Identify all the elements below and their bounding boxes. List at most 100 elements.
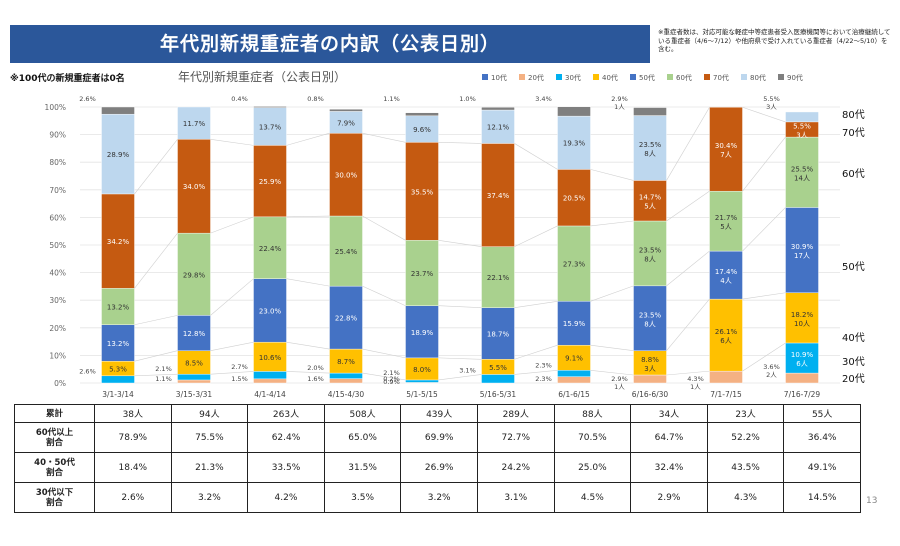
series-connector [362,132,406,143]
legend-swatch [519,74,525,80]
callout-label: 0.8% [307,95,324,103]
x-tick-label: 5/16-5/31 [480,390,517,399]
series-connector [438,374,482,381]
callout-label: 2.6% [79,367,96,375]
legend-label: 70代 [713,73,729,82]
series-connector [742,207,786,252]
data-label: 29.8% [183,271,206,279]
series-connector [438,357,482,360]
bar-segment-60代 [405,240,439,306]
table-cell: 2.9% [630,482,708,513]
series-connector [134,232,178,289]
data-label: 30.0% [335,172,358,180]
data-label: 19.3% [563,140,586,148]
callout-label: 1人 [614,103,625,111]
bar-segment-90代 [329,109,363,112]
count-label: 3人 [796,131,807,139]
data-label: 8.0% [413,366,431,374]
bar-segment-90代 [253,106,287,108]
data-label: 20.5% [563,195,586,203]
bar-segment-70代 [177,139,211,234]
series-connector [590,169,634,181]
bar-segment-30代 [101,375,135,384]
series-connector [210,216,254,234]
stats-table: 累計 38人 94人 263人 508人 439人 289人 88人 34人 23人 55人 60代以… [14,404,861,513]
bar-segment-60代 [329,215,363,287]
data-label: 5.5% [793,122,811,130]
series-connector [362,215,406,241]
callout-label: 0.2% [383,375,400,383]
table-cell: 32.4% [630,452,708,483]
data-label: 8.7% [337,358,355,366]
legend-label: 20代 [528,73,544,82]
page-number: 13 [866,496,878,506]
callout-label: 0.4% [231,95,248,103]
count-label: 6人 [796,360,807,368]
data-label: 14.7% [639,194,662,202]
bar-segment-50代 [253,278,287,343]
callout-label: 2.0% [307,364,324,372]
data-label: 10.9% [791,351,814,359]
legend-label: 80代 [750,73,766,82]
callout-label: 1.0% [459,95,476,103]
bar-segment-70代 [405,142,439,241]
series-connector [134,373,178,377]
table-cell: 14.5% [783,482,861,513]
series-connector [666,370,710,376]
legend-swatch [704,74,710,80]
data-label: 23.5% [639,311,662,319]
y-tick-label: 20% [49,324,66,333]
data-label: 5.5% [489,364,507,372]
table-cell: 508人 [323,404,402,423]
bar-segment-50代 [101,324,135,362]
bar-segment-60代 [785,136,819,208]
series-connector [362,348,406,359]
table-cell: 70.5% [553,422,632,453]
series-connector [590,285,634,302]
data-label: 10.6% [259,354,282,362]
legend-label: 40代 [602,73,618,82]
x-tick-label: 3/1-3/14 [102,390,134,399]
callout-label: 2.9% [611,95,628,103]
table-cell: 88人 [553,404,632,423]
right-age-label: 60代 [842,168,865,180]
legend-swatch [778,74,784,80]
data-label: 9.6% [413,126,431,134]
legend-swatch [630,74,636,80]
callout-label: 2.6% [79,95,96,103]
table-row: 40・50代 割合 18.4% 21.3% 33.5% 31.5% 26.9% 24.2% 2… [14,452,861,483]
data-label: 23.0% [259,307,282,315]
callout-label: 2.3% [535,375,552,383]
series-connector [666,250,710,287]
table-cell: 43.5% [706,452,785,483]
table-cell: 3.1% [476,482,555,513]
bar-segment-80代 [177,106,211,140]
callout-label: 3.1% [459,367,476,375]
data-label: 15.9% [563,320,586,328]
series-connector [134,139,178,195]
right-age-label: 40代 [842,332,865,344]
table-cell: 33.5% [247,452,325,483]
table-cell: 18.4% [94,452,172,483]
bar-segment-20代 [785,372,819,384]
data-label: 28.9% [107,151,130,159]
table-cell: 36.4% [783,422,861,453]
legend-swatch [593,74,599,80]
series-connector [514,344,558,360]
data-label: 25.5% [791,165,814,173]
series-connector [514,301,558,308]
bar-segment-80代 [405,115,439,143]
bar-segment-20代 [709,370,743,384]
count-label: 7人 [720,151,731,159]
bar-segment-70代 [329,133,363,217]
bar-segment-90代 [557,106,591,117]
count-label: 4人 [720,277,731,285]
count-label: 8人 [644,255,655,263]
data-label: 30.4% [715,142,738,150]
table-cell: 4.3% [706,482,785,513]
data-label: 17.4% [715,268,738,276]
table-cell: 72.7% [476,422,555,453]
table-cell: 62.4% [247,422,325,453]
data-label: 23.5% [639,246,662,254]
series-connector [742,292,786,300]
